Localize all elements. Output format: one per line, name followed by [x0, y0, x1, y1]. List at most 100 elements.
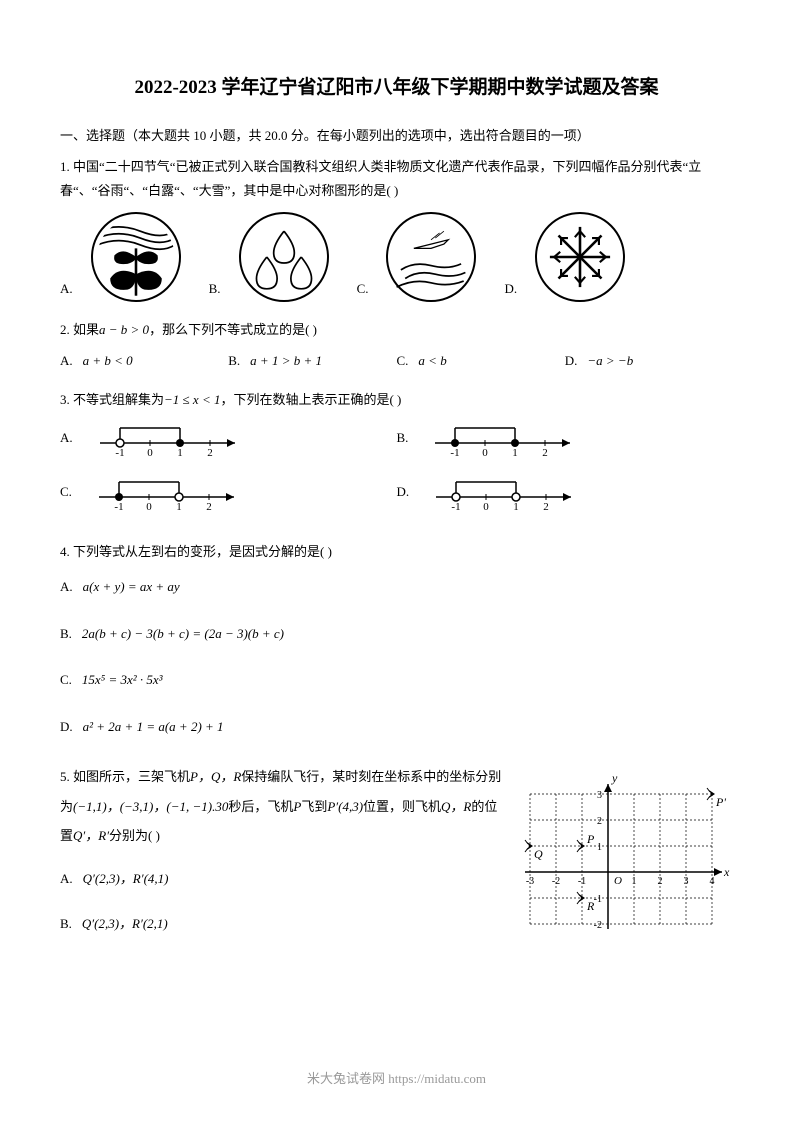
svg-text:y: y — [611, 771, 618, 785]
numberline-a-icon: -1 0 1 2 — [95, 418, 245, 458]
page-title: 2022-2023 学年辽宁省辽阳市八年级下学期期中数学试题及答案 — [60, 70, 733, 106]
q5-a-label: A. — [60, 867, 73, 892]
svg-text:P': P' — [715, 795, 726, 809]
q5-options: A. Q′(2,3)，R′(4,1) B. Q′(2,3)，R′(2,1) — [60, 867, 503, 936]
numberline-c-icon: -1 0 1 2 — [94, 472, 244, 512]
q3-b-label: B. — [397, 426, 409, 451]
svg-text:1: 1 — [513, 447, 519, 458]
svg-text:2: 2 — [206, 501, 212, 512]
q4-c-math: 15x⁵ = 3x² · 5x³ — [82, 668, 163, 693]
svg-text:2: 2 — [207, 447, 213, 458]
svg-text:2: 2 — [543, 447, 549, 458]
svg-text:O: O — [614, 875, 622, 887]
q2-b-label: B. — [228, 349, 240, 374]
svg-text:0: 0 — [146, 501, 152, 512]
q5-stem: 5. 如图所示，三架飞机P，Q，R保持编队飞行，某时刻在坐标系中的坐标分别为(−… — [60, 762, 503, 852]
q2-options: A. a + b < 0 B. a + 1 > b + 1 C. a < b D. −a… — [60, 349, 733, 374]
svg-text:3: 3 — [597, 790, 602, 801]
q1-opt-c-label: C. — [357, 277, 369, 302]
footer-url: 米大兔试卷网 https://midatu.com — [0, 1067, 793, 1092]
q2-a-label: A. — [60, 349, 73, 374]
q3-stem-math: −1 ≤ x < 1 — [164, 392, 220, 407]
q3-c-label: C. — [60, 480, 72, 505]
q3-a-label: A. — [60, 426, 73, 451]
q5-pp: P′(4,3) — [327, 799, 363, 814]
q2-stem-suffix: ，那么下列不等式成立的是( ) — [149, 322, 317, 337]
q5-qprp: Q′，R′ — [73, 828, 109, 843]
svg-text:1: 1 — [632, 876, 637, 887]
lichun-icon — [91, 212, 181, 302]
q3-stem-prefix: 3. 不等式组解集为 — [60, 392, 164, 407]
q2-d-label: D. — [565, 349, 578, 374]
q5-stem-p5: 位置，则飞机 — [363, 799, 441, 814]
guyu-icon — [239, 212, 329, 302]
q4-d-math: a² + 2a + 1 = a(a + 2) + 1 — [83, 715, 224, 740]
q2-a-math: a + b < 0 — [83, 349, 133, 374]
svg-text:Q: Q — [534, 847, 543, 861]
svg-text:2: 2 — [543, 501, 549, 512]
q4-d-label: D. — [60, 715, 73, 740]
q5-coords: (−1,1)，(−3,1)，(−1, −1).30 — [73, 799, 228, 814]
svg-text:2: 2 — [597, 816, 602, 827]
q1-stem: 1. 中国“二十四节气“已被正式列入联合国教科文组织人类非物质文化遗产代表作品录… — [60, 155, 733, 204]
svg-text:3: 3 — [684, 876, 689, 887]
q5-pqr: P，Q，R — [190, 769, 241, 784]
numberline-d-icon: -1012 — [431, 472, 581, 512]
q1-options: A. B. — [60, 212, 733, 302]
svg-text:1: 1 — [177, 447, 183, 458]
svg-text:x: x — [723, 865, 730, 879]
svg-text:-3: -3 — [526, 876, 534, 887]
q2-d-math: −a > −b — [587, 349, 633, 374]
section-header: 一、选择题（本大题共 10 小题，共 20.0 分。在每小题列出的选项中，选出符… — [60, 124, 733, 149]
q2-c-label: C. — [397, 349, 409, 374]
q1-opt-b-label: B. — [209, 277, 221, 302]
q3-stem: 3. 不等式组解集为−1 ≤ x < 1，下列在数轴上表示正确的是( ) — [60, 388, 733, 413]
svg-text:R: R — [586, 899, 595, 913]
q5-stem-p3: 秒后，飞机 — [228, 799, 293, 814]
q4-b-label: B. — [60, 622, 72, 647]
q4-stem: 4. 下列等式从左到右的变形，是因式分解的是( ) — [60, 540, 733, 565]
svg-text:-1: -1 — [451, 447, 460, 458]
svg-text:-1: -1 — [594, 894, 602, 905]
svg-text:-1: -1 — [114, 501, 123, 512]
bailu-icon — [386, 212, 476, 302]
svg-text:-2: -2 — [552, 876, 560, 887]
q1-opt-a-label: A. — [60, 277, 73, 302]
svg-text:0: 0 — [483, 501, 489, 512]
svg-text:4: 4 — [710, 876, 715, 887]
svg-text:1: 1 — [513, 501, 519, 512]
q2-b-math: a + 1 > b + 1 — [250, 349, 322, 374]
svg-text:-2: -2 — [594, 920, 602, 931]
q3-options: A. -1 0 1 2 B. -1 0 1 2 — [60, 418, 733, 526]
q4-a-label: A. — [60, 575, 73, 600]
svg-text:0: 0 — [483, 447, 489, 458]
q4-b-math: 2a(b + c) − 3(b + c) = (2a − 3)(b + c) — [82, 622, 284, 647]
q2-stem: 2. 如果a − b > 0，那么下列不等式成立的是( ) — [60, 318, 733, 343]
q3-d-label: D. — [397, 480, 410, 505]
q4-a-math: a(x + y) = ax + ay — [83, 575, 180, 600]
q5-coordinate-chart: -3 -2 -1 1 2 3 4 -2 -1 1 2 3 Ox y Q P R P' — [513, 762, 733, 957]
q5-left-column: 5. 如图所示，三架飞机P，Q，R保持编队飞行，某时刻在坐标系中的坐标分别为(−… — [60, 762, 513, 957]
q5-qr: Q，R — [441, 799, 471, 814]
q5-b-label: B. — [60, 912, 72, 937]
svg-text:P: P — [586, 832, 595, 846]
q5-stem-p4: 飞到 — [301, 799, 327, 814]
svg-text:-1: -1 — [578, 876, 586, 887]
q5-stem-p7: 分别为( ) — [109, 828, 160, 843]
svg-text:2: 2 — [658, 876, 663, 887]
q5-stem-p1: 5. 如图所示，三架飞机 — [60, 769, 190, 784]
svg-text:1: 1 — [597, 842, 602, 853]
numberline-b-icon: -1 0 1 2 — [430, 418, 580, 458]
svg-text:0: 0 — [147, 447, 153, 458]
q2-stem-prefix: 2. 如果 — [60, 322, 99, 337]
svg-text:-1: -1 — [115, 447, 124, 458]
q5-a-math: Q′(2,3)，R′(4,1) — [83, 867, 169, 892]
q1-opt-d-label: D. — [504, 277, 517, 302]
q4-options: A. a(x + y) = ax + ay B. 2a(b + c) − 3(b +… — [60, 575, 733, 740]
q2-c-math: a < b — [418, 349, 446, 374]
q5-b-math: Q′(2,3)，R′(2,1) — [82, 912, 168, 937]
q3-stem-suffix: ，下列在数轴上表示正确的是( ) — [220, 392, 401, 407]
svg-text:1: 1 — [176, 501, 182, 512]
q2-stem-math: a − b > 0 — [99, 322, 149, 337]
q4-c-label: C. — [60, 668, 72, 693]
